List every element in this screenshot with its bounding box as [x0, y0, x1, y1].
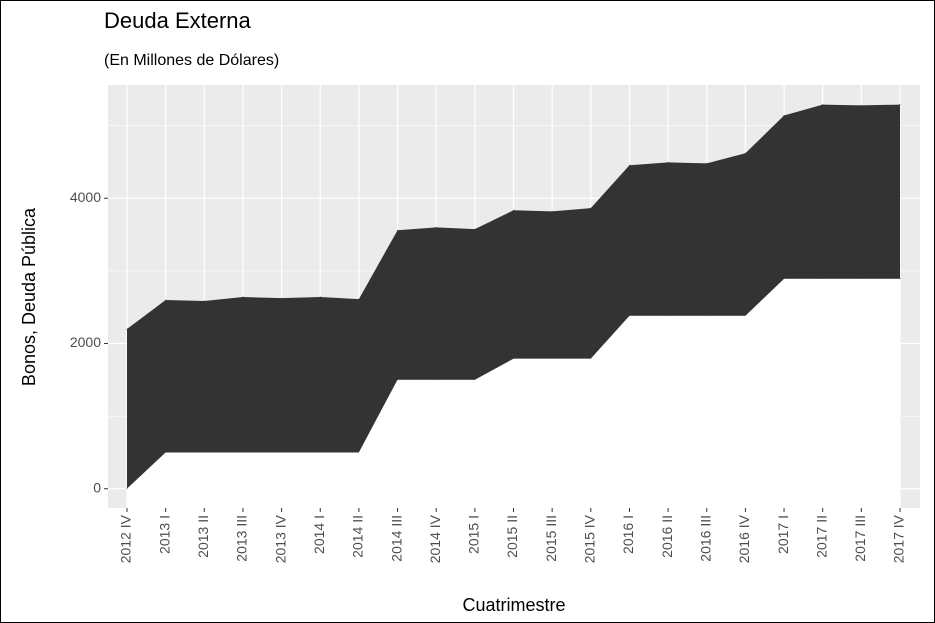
ymax-point — [203, 300, 205, 302]
x-tick-label: 2013 II — [195, 515, 211, 558]
x-tick-label: 2016 II — [659, 515, 675, 558]
x-tick-label: 2014 IV — [427, 514, 443, 563]
x-tick-label: 2013 IV — [272, 514, 288, 563]
ymax-point — [551, 210, 553, 212]
ymax-point — [242, 296, 244, 298]
ymax-point — [628, 164, 630, 166]
ymax-point — [744, 152, 746, 154]
ymax-point — [667, 161, 669, 163]
x-tick-label: 2016 III — [697, 515, 713, 562]
ymax-point — [319, 296, 321, 298]
y-tick-label: 4000 — [70, 189, 101, 205]
x-tick-label: 2017 IV — [891, 514, 907, 563]
ymax-point — [281, 297, 283, 299]
x-tick-label: 2013 I — [156, 515, 172, 554]
x-tick-label: 2014 I — [311, 515, 327, 554]
x-tick-label: 2016 I — [620, 515, 636, 554]
x-tick-label: 2016 IV — [736, 514, 752, 563]
x-tick-label: 2014 II — [350, 515, 366, 558]
ymax-point — [397, 229, 399, 231]
ymax-point — [358, 298, 360, 300]
x-tick-label: 2012 IV — [118, 514, 134, 563]
chart-title: Deuda Externa — [104, 8, 252, 33]
ymax-point — [513, 209, 514, 211]
ymax-point — [706, 162, 708, 164]
ribbon — [127, 104, 900, 489]
ymax-point — [783, 114, 785, 116]
ribbon-base — [127, 278, 900, 508]
chart-subtitle: (En Millones de Dólares) — [104, 52, 279, 69]
x-axis-title: Cuatrimestre — [462, 595, 565, 615]
ymax-point — [860, 104, 862, 106]
x-tick-label: 2017 II — [813, 515, 829, 558]
x-tick-label: 2015 IV — [582, 514, 598, 563]
x-tick-label: 2015 II — [504, 515, 520, 558]
y-tick-label: 0 — [93, 479, 101, 495]
x-tick-label: 2017 I — [775, 515, 791, 554]
x-tick-label: 2017 III — [852, 515, 868, 562]
ymax-point — [899, 104, 901, 106]
x-tick-label: 2015 III — [543, 515, 559, 562]
ymax-point — [165, 299, 167, 301]
x-tick-label: 2014 III — [388, 515, 404, 562]
ymax-point — [474, 228, 476, 230]
y-axis-title: Bonos, Deuda Pública — [19, 207, 39, 386]
ymax-point — [590, 207, 592, 209]
x-tick-label: 2013 III — [234, 515, 250, 562]
y-tick-label: 2000 — [70, 334, 101, 350]
ymax-point — [126, 328, 128, 330]
x-tick-label: 2015 I — [466, 515, 482, 554]
ymax-point — [435, 226, 437, 228]
ymax-point — [822, 104, 824, 106]
